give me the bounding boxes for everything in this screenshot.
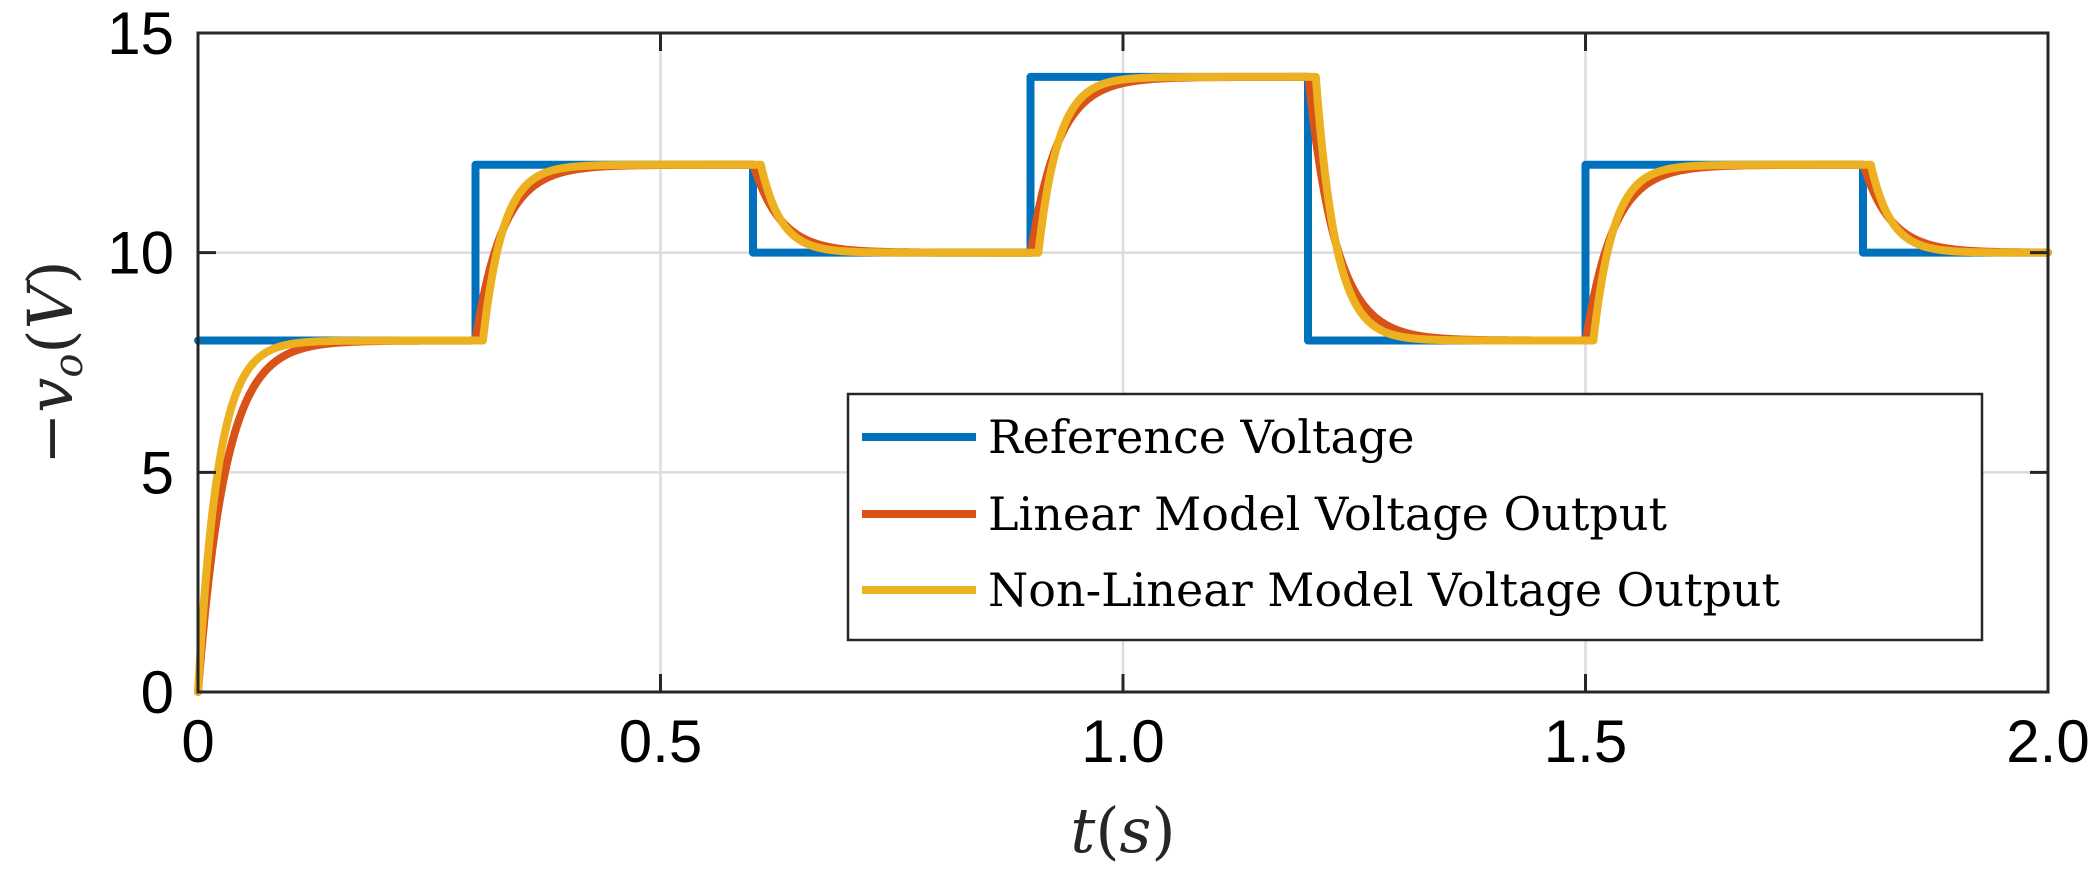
- x-tick-label: 1.0: [1081, 708, 1164, 775]
- y-tick-label: 15: [107, 0, 174, 67]
- y-tick-label: 10: [107, 220, 174, 287]
- series-line-nonlinear-model: [194, 72, 2052, 696]
- x-axis-label: t(s): [1070, 794, 1175, 867]
- legend-label-nonlinear-model: Non-Linear Model Voltage Output: [988, 563, 1781, 617]
- y-tick-label: 5: [141, 439, 174, 506]
- legend: Reference Voltage Linear Model Voltage O…: [846, 392, 1984, 642]
- x-tick-label: 0: [181, 708, 214, 775]
- y-tick-label: 0: [141, 659, 174, 726]
- legend-label-linear-model: Linear Model Voltage Output: [988, 487, 1667, 541]
- x-tick-label: 0.5: [619, 708, 702, 775]
- legend-label-reference-voltage: Reference Voltage: [988, 410, 1415, 464]
- x-tick-label: 2.0: [2006, 708, 2089, 775]
- series-lines: [194, 72, 2052, 696]
- x-tick-label: 1.5: [1544, 708, 1627, 775]
- y-axis-label: −vo(V): [14, 260, 92, 464]
- legend-box: [846, 392, 1984, 642]
- axis-ticks: 0 0.5 1.0 1.5 2.0 0 5 10 15: [107, 0, 2089, 775]
